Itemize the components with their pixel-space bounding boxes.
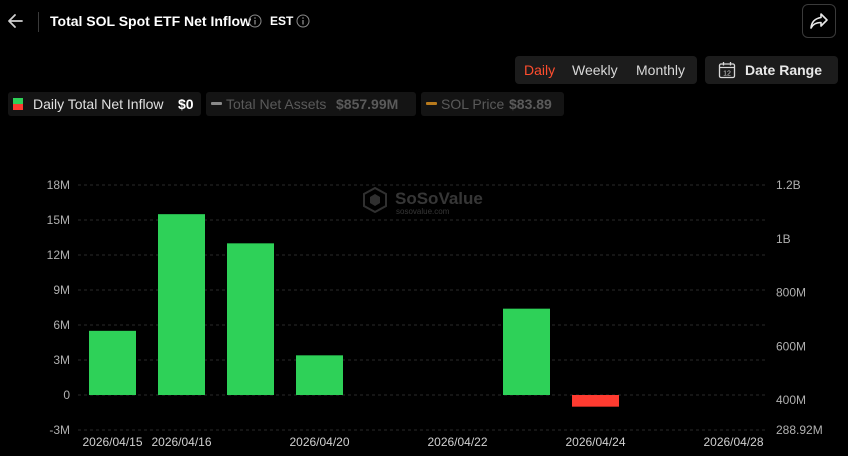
date-range-button[interactable]: 12 Date Range — [705, 56, 838, 84]
line-legend-icon — [211, 102, 222, 105]
y-tick-label: 12M — [47, 248, 70, 262]
watermark-logo-icon — [363, 186, 387, 214]
y2-tick-label: 1B — [776, 232, 791, 246]
header-divider — [38, 12, 39, 32]
y-tick-label: 18M — [47, 178, 70, 192]
calendar-icon: 12 — [718, 62, 736, 79]
watermark-url: sosovalue.com — [396, 207, 450, 216]
legend-label: Total Net Assets — [226, 96, 327, 112]
y-tick-label: 3M — [53, 353, 70, 367]
x-tick-label: 2026/04/24 — [565, 435, 625, 449]
bar-2026-04-24[interactable] — [572, 395, 619, 407]
x-tick-label: 2026/04/22 — [427, 435, 487, 449]
y2-tick-label: 600M — [776, 339, 806, 353]
period-daily-tab[interactable]: Daily — [524, 62, 556, 78]
title-info-icon[interactable] — [248, 14, 262, 28]
y-tick-label: -3M — [49, 423, 70, 437]
line-legend-icon — [426, 102, 437, 105]
calendar-icon-day: 12 — [723, 71, 731, 78]
x-tick-label: 2026/04/20 — [289, 435, 349, 449]
bar-2026-04-15[interactable] — [89, 330, 136, 395]
period-monthly-tab[interactable]: Monthly — [636, 62, 686, 78]
y2-tick-label: 800M — [776, 286, 806, 300]
bar-2026-04-20[interactable] — [296, 355, 343, 395]
y2-tick-label: 1.2B — [776, 178, 801, 192]
bar-2026-04-17[interactable] — [227, 243, 274, 395]
back-arrow-icon[interactable] — [6, 10, 26, 32]
bar-2026-04-16[interactable] — [158, 214, 205, 395]
watermark-brand: SoSoValue — [395, 189, 483, 208]
y2-tick-label: 288.92M — [776, 423, 823, 437]
bar-2026-04-23[interactable] — [503, 308, 550, 395]
legend-sol-price[interactable]: SOL Price $83.89 — [421, 92, 564, 116]
y-axis-left: -3M 0 3M 6M 9M 12M 15M 18M — [47, 178, 71, 437]
y2-tick-label: 400M — [776, 393, 806, 407]
legend-label: SOL Price — [441, 96, 505, 112]
legend-value: $857.99M — [336, 96, 399, 112]
x-axis: 2026/04/15 2026/04/16 2026/04/20 2026/04/22… — [82, 435, 763, 449]
share-button[interactable] — [802, 4, 836, 38]
legend-daily-net-inflow[interactable]: Daily Total Net Inflow $0 — [8, 92, 201, 116]
y-tick-label: 0 — [63, 388, 70, 402]
legend-value: $83.89 — [509, 96, 552, 112]
watermark: SoSoValue sosovalue.com — [363, 186, 483, 216]
page-title: Total SOL Spot ETF Net Inflow — [50, 13, 251, 29]
x-tick-label: 2026/04/28 — [703, 435, 763, 449]
period-weekly-tab[interactable]: Weekly — [572, 62, 618, 78]
x-tick-label: 2026/04/16 — [151, 435, 211, 449]
y-axis-right: 288.92M 400M 600M 800M 1B 1.2B — [776, 178, 823, 437]
legend-label: Daily Total Net Inflow — [33, 96, 164, 112]
x-tick-label: 2026/04/15 — [82, 435, 142, 449]
y-tick-label: 15M — [47, 213, 70, 227]
y-tick-label: 6M — [53, 318, 70, 332]
y-tick-label: 9M — [53, 283, 70, 297]
legend-value: $0 — [178, 96, 194, 112]
date-range-label: Date Range — [745, 62, 823, 78]
timezone-info-icon[interactable] — [296, 14, 310, 28]
bar-legend-icon — [13, 98, 23, 110]
page-header: Total SOL Spot ETF Net Inflow EST — [0, 0, 848, 44]
share-icon — [810, 13, 828, 29]
timezone-label: EST — [270, 14, 294, 28]
net-inflow-chart[interactable]: SoSoValue sosovalue.com -3M 0 3M 6M 9M 12M 15M… — [0, 130, 848, 456]
legend-total-net-assets[interactable]: Total Net Assets $857.99M — [206, 92, 416, 116]
bars — [89, 214, 619, 407]
period-toggle: Daily Weekly Monthly — [515, 56, 697, 84]
